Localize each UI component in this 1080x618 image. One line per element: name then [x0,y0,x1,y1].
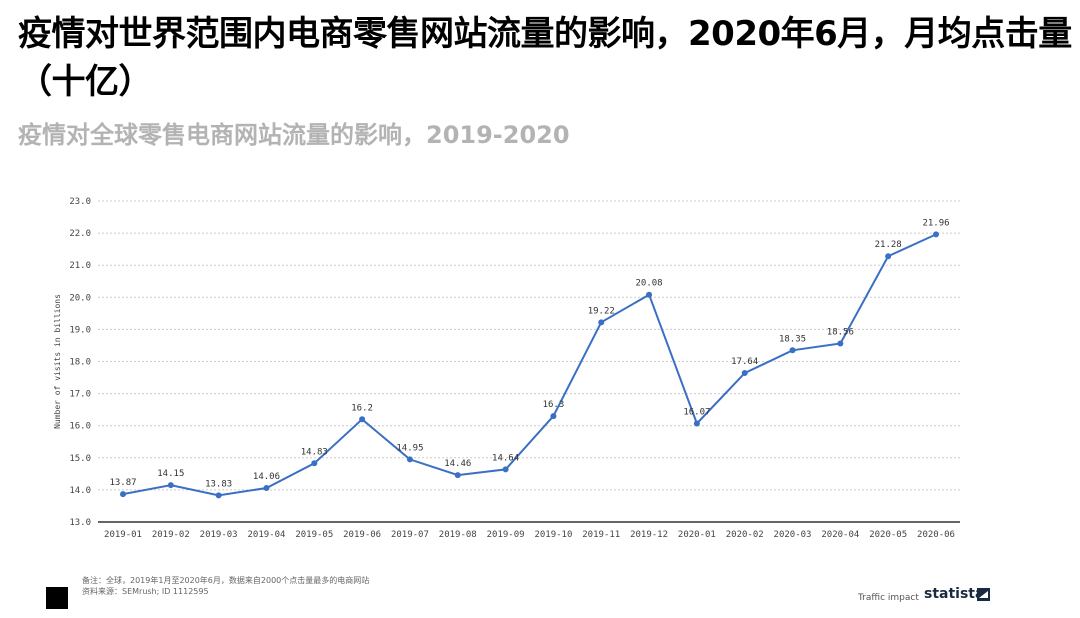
page-title: 疫情对世界范围内电商零售网站流量的影响，2020年6月，月均点击量（十亿） [18,14,1072,102]
x-tick-label: 2019-02 [152,530,190,540]
data-point [598,319,605,326]
note-text: 备注：全球，2019年1月至2020年6月，数据来自2000个点击量最多的电商网… [82,576,370,585]
data-point [837,340,844,347]
y-tick-label: 13.0 [69,518,91,528]
data-label: 16.2 [351,403,373,413]
data-label: 17.64 [731,357,758,367]
x-tick-label: 2020-04 [821,530,859,540]
data-point [789,347,796,354]
data-labels: 13.87 14.15 13.83 14.06 14.83 16.2 14.95 14.46 1… [109,218,949,489]
data-label: 19.22 [588,306,615,316]
y-axis-label: Number of visits in billions [53,294,62,429]
decorative-square [46,587,68,609]
y-tick-label: 23.0 [69,197,91,207]
data-point [502,466,509,473]
statista-logo-icon [977,588,990,601]
x-tick-label: 2020-02 [726,530,764,540]
x-tick-label: 2019-05 [295,530,333,540]
y-tick-label: 21.0 [69,261,91,271]
data-point [741,370,748,377]
chart-footnote: 备注：全球，2019年1月至2020年6月，数据来自2000个点击量最多的电商网… [82,575,369,597]
y-tick-label: 19.0 [69,325,91,335]
data-point [167,482,174,489]
chart-subtitle: 疫情对全球零售电商网站流量的影响，2019-2020 [18,121,570,149]
x-tick-label: 2019-12 [630,530,668,540]
data-label: 14.83 [301,447,328,457]
data-point [215,492,222,499]
data-point [693,420,700,427]
x-tick-label: 2019-03 [200,530,238,540]
data-point [646,291,653,298]
x-tick-label: 2019-07 [391,530,429,540]
y-tick-label: 20.0 [69,293,91,303]
data-label: 18.35 [779,334,806,344]
data-point [311,460,318,467]
x-tick-label: 2019-06 [343,530,381,540]
source-text: 资料来源：SEMrush; ID 1112595 [82,587,209,596]
x-tick-label: 2020-06 [917,530,955,540]
data-point [120,491,126,498]
line-chart: 13.0 14.0 15.0 16.0 17.0 18.0 19.0 20.0 21.0 22.0… [53,197,960,540]
data-points [120,231,939,499]
x-tick-label: 2019-04 [248,530,286,540]
x-tick-labels: 2019-01 2019-02 2019-03 2019-04 2019-05 2019-… [104,530,955,540]
grid-lines [98,200,960,523]
data-label: 21.96 [922,218,949,228]
data-label: 20.08 [636,279,663,289]
data-label: 21.28 [875,240,902,250]
data-label: 13.87 [109,478,136,488]
data-point [406,456,413,463]
data-label: 14.06 [253,472,280,482]
x-tick-label: 2020-03 [774,530,812,540]
x-tick-label: 2019-08 [439,530,477,540]
data-label: 16.07 [683,407,710,417]
y-tick-label: 18.0 [69,358,91,368]
data-point [933,231,939,238]
x-tick-label: 2019-11 [582,530,620,540]
data-point [454,472,461,479]
x-tick-label: 2019-10 [534,530,572,540]
y-tick-label: 15.0 [69,454,91,464]
x-tick-label: 2019-01 [104,530,142,540]
y-tick-label: 17.0 [69,390,91,400]
data-label: 13.83 [205,479,232,489]
data-label: 16.3 [543,400,565,410]
data-point [885,253,892,260]
data-label: 14.46 [444,459,471,469]
x-tick-label: 2020-01 [678,530,716,540]
data-label: 18.56 [827,328,854,338]
x-tick-label: 2019-09 [487,530,525,540]
y-tick-labels: 13.0 14.0 15.0 16.0 17.0 18.0 19.0 20.0 21.0 22.0… [69,197,91,528]
x-tick-label: 2020-05 [869,530,907,540]
traffic-impact-label: Traffic impact [858,593,919,603]
y-tick-label: 16.0 [69,422,91,432]
series-line [122,233,937,497]
data-label: 14.64 [492,453,519,463]
y-tick-label: 22.0 [69,229,91,239]
statista-logo: statista [924,586,985,602]
y-tick-label: 14.0 [69,486,91,496]
data-point [359,416,366,423]
data-point [550,413,557,420]
data-label: 14.15 [157,469,184,479]
data-point [263,484,270,491]
data-label: 14.95 [396,443,423,453]
